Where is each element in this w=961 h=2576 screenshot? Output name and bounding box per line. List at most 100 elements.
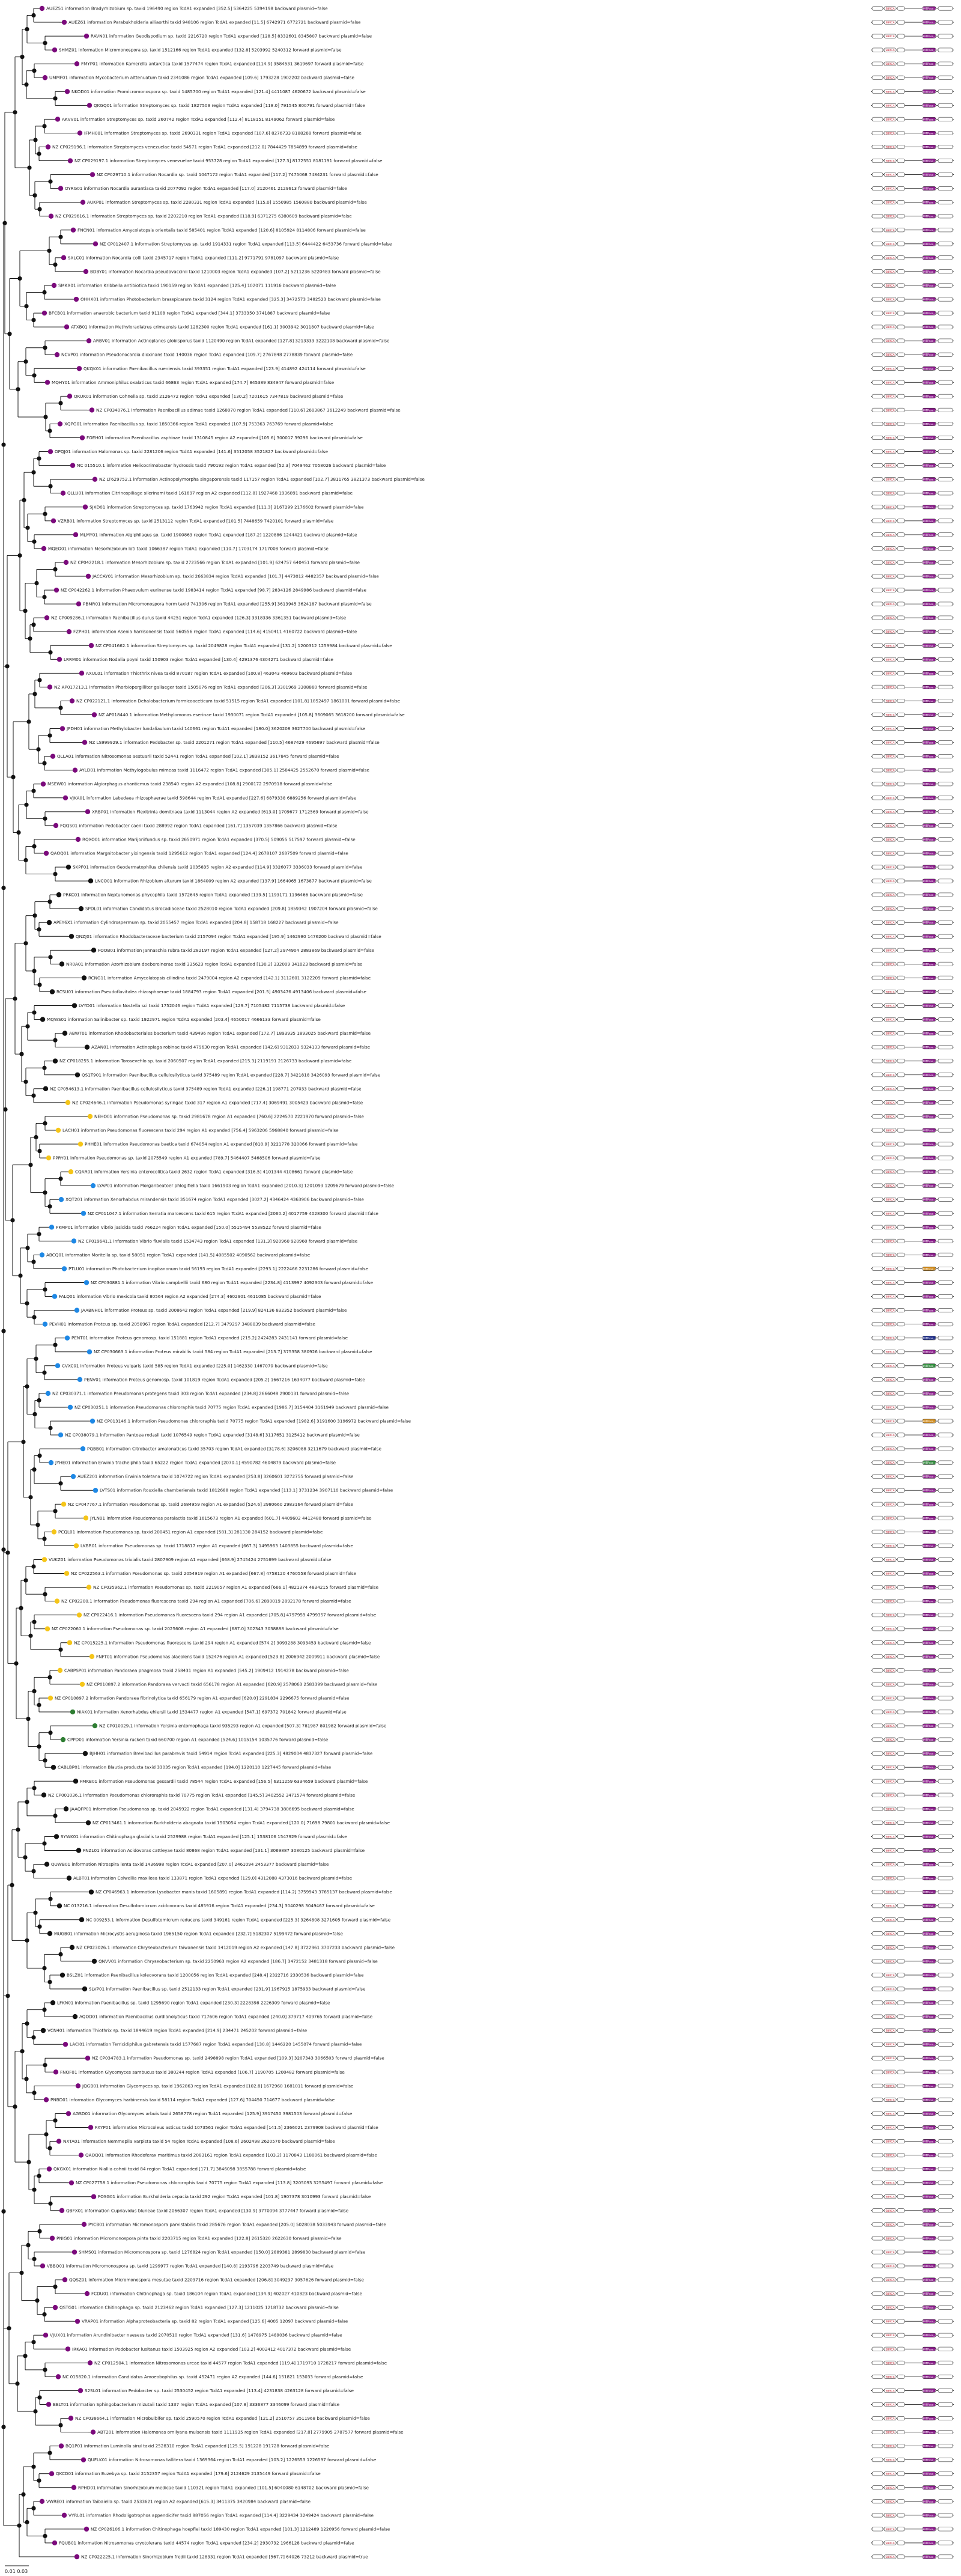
domain-box <box>938 242 953 246</box>
domain-label: SBRCA <box>885 2556 895 2559</box>
domain-box <box>872 2430 884 2435</box>
domain-box-hatpase <box>922 1405 936 1410</box>
domain-box <box>872 740 884 745</box>
domain-box-sbrca <box>884 47 897 52</box>
leaf-label: NZ CP019641.1 information Vibrio fluvial… <box>78 1238 358 1244</box>
domain-label: HATPase_c <box>922 1628 936 1631</box>
domain-box <box>897 2236 905 2241</box>
domain-box-sbrca <box>884 865 897 869</box>
leaf-label: XQT201 information Xenorhabdus mirandens… <box>65 1197 364 1202</box>
domain-label: HATPase_c <box>922 1282 936 1285</box>
leaf-node <box>71 1003 77 1008</box>
domain-box <box>938 2014 953 2019</box>
domain-label: HATPase_c <box>922 381 936 385</box>
domain-box <box>872 2458 884 2462</box>
domain-box <box>938 2319 953 2324</box>
domain-box <box>897 144 905 149</box>
domain-box <box>938 2250 953 2255</box>
domain-box <box>938 172 953 177</box>
domain-label: HATPase_c <box>922 2084 936 2088</box>
domain-box <box>897 2541 905 2545</box>
scale-label: 0.01 0.03 <box>5 2569 28 2574</box>
domain-label: SBRCA <box>885 575 895 579</box>
domain-box <box>872 1238 884 1243</box>
domain-box-hatpase <box>922 768 936 773</box>
domain-box-hatpase <box>922 546 936 551</box>
domain-box <box>938 436 953 440</box>
domain-box <box>897 1599 905 1604</box>
domain-label: HATPase_c <box>922 1752 936 1756</box>
domain-box <box>897 754 905 759</box>
domain-box-sbrca <box>884 1197 897 1202</box>
domain-box-sbrca <box>884 1668 897 1673</box>
domain-label: HATPase_c <box>922 561 936 565</box>
domain-box <box>897 851 905 856</box>
domain-label: SBRCA <box>885 1129 895 1133</box>
domain-label: SBRCA <box>885 880 895 883</box>
domain-box <box>938 1792 953 1797</box>
domain-box <box>938 1031 953 1036</box>
domain-label: HATPase_c <box>922 1296 936 1299</box>
domain-label: SBRCA <box>885 2209 895 2213</box>
leaf-node <box>83 269 89 275</box>
domain-label: HATPase_c <box>922 2209 936 2213</box>
domain-label: HATPase_c <box>922 1891 936 1895</box>
domain-box <box>897 47 905 52</box>
leaf-label: FXYP01 information Microcoleus asticus t… <box>95 2125 378 2130</box>
leaf-label: NZ CP022121.1 information Dehalobacteriu… <box>76 698 401 704</box>
domain-box <box>938 311 953 315</box>
domain-label: HATPase_c <box>922 2445 936 2449</box>
domain-box <box>897 1959 905 1964</box>
domain-label: SBRCA <box>885 1642 895 1645</box>
domain-box <box>897 228 905 233</box>
domain-box-hatpase <box>922 1294 936 1299</box>
domain-box-sbrca <box>884 961 897 966</box>
domain-box <box>938 1945 953 1950</box>
domain-label: SBRCA <box>885 451 895 454</box>
domain-box <box>897 2305 905 2310</box>
domain-box-hatpase <box>922 796 936 800</box>
domain-box <box>872 975 884 980</box>
domain-label: HATPase_c <box>922 506 936 510</box>
domain-box <box>938 47 953 52</box>
leaf-label: NZ CP024646.1 information Pseudomonas sy… <box>72 1100 363 1105</box>
domain-label: HATPase_c <box>922 2015 936 2019</box>
leaf-node <box>62 2041 68 2047</box>
domain-box-sbrca <box>884 1114 897 1119</box>
domain-label: HATPase_c <box>922 2459 936 2462</box>
domain-box-sbrca <box>884 851 897 856</box>
domain-label: SBRCA <box>885 1046 895 1050</box>
leaf-node <box>87 1113 93 1119</box>
domain-label: HATPase_c <box>922 118 936 121</box>
domain-box-sbrca <box>884 948 897 952</box>
leaf-label: NZ CP013146.1 information Pseudomonas ch… <box>97 1418 411 1423</box>
domain-label: HATPase_c <box>922 1669 936 1673</box>
domain-box <box>897 117 905 121</box>
leaf-label: NZ CP026106.1 information Chitinophaga h… <box>91 2526 390 2532</box>
domain-box <box>872 519 884 523</box>
domain-box-sbrca <box>884 1640 897 1645</box>
leaf-node <box>67 158 73 163</box>
domain-box <box>938 1862 953 1867</box>
leaf-label: BFCB01 information anaerobic bacterium t… <box>49 311 330 316</box>
domain-label: SBRCA <box>885 2403 895 2407</box>
domain-label: HATPase_c <box>922 783 936 787</box>
leaf-node <box>64 1335 70 1341</box>
domain-box <box>897 1973 905 1978</box>
domain-box <box>897 809 905 814</box>
domain-box-hatpase <box>922 878 936 883</box>
domain-box <box>938 1377 953 1382</box>
domain-box <box>872 366 884 371</box>
internal-node <box>1 1547 6 1552</box>
domain-label: SBRCA <box>885 935 895 939</box>
domain-label: SBRCA <box>885 1517 895 1520</box>
domain-label: SBRCA <box>885 658 895 662</box>
domain-box-hatpase <box>922 1197 936 1202</box>
domain-box <box>897 311 905 315</box>
leaf-node <box>44 1862 50 1867</box>
domain-box <box>938 837 953 842</box>
domain-label: HATPase_c <box>922 21 936 25</box>
domain-box <box>938 601 953 606</box>
domain-label: HATPase_c <box>922 367 936 371</box>
domain-label: SBRCA <box>885 1586 895 1590</box>
